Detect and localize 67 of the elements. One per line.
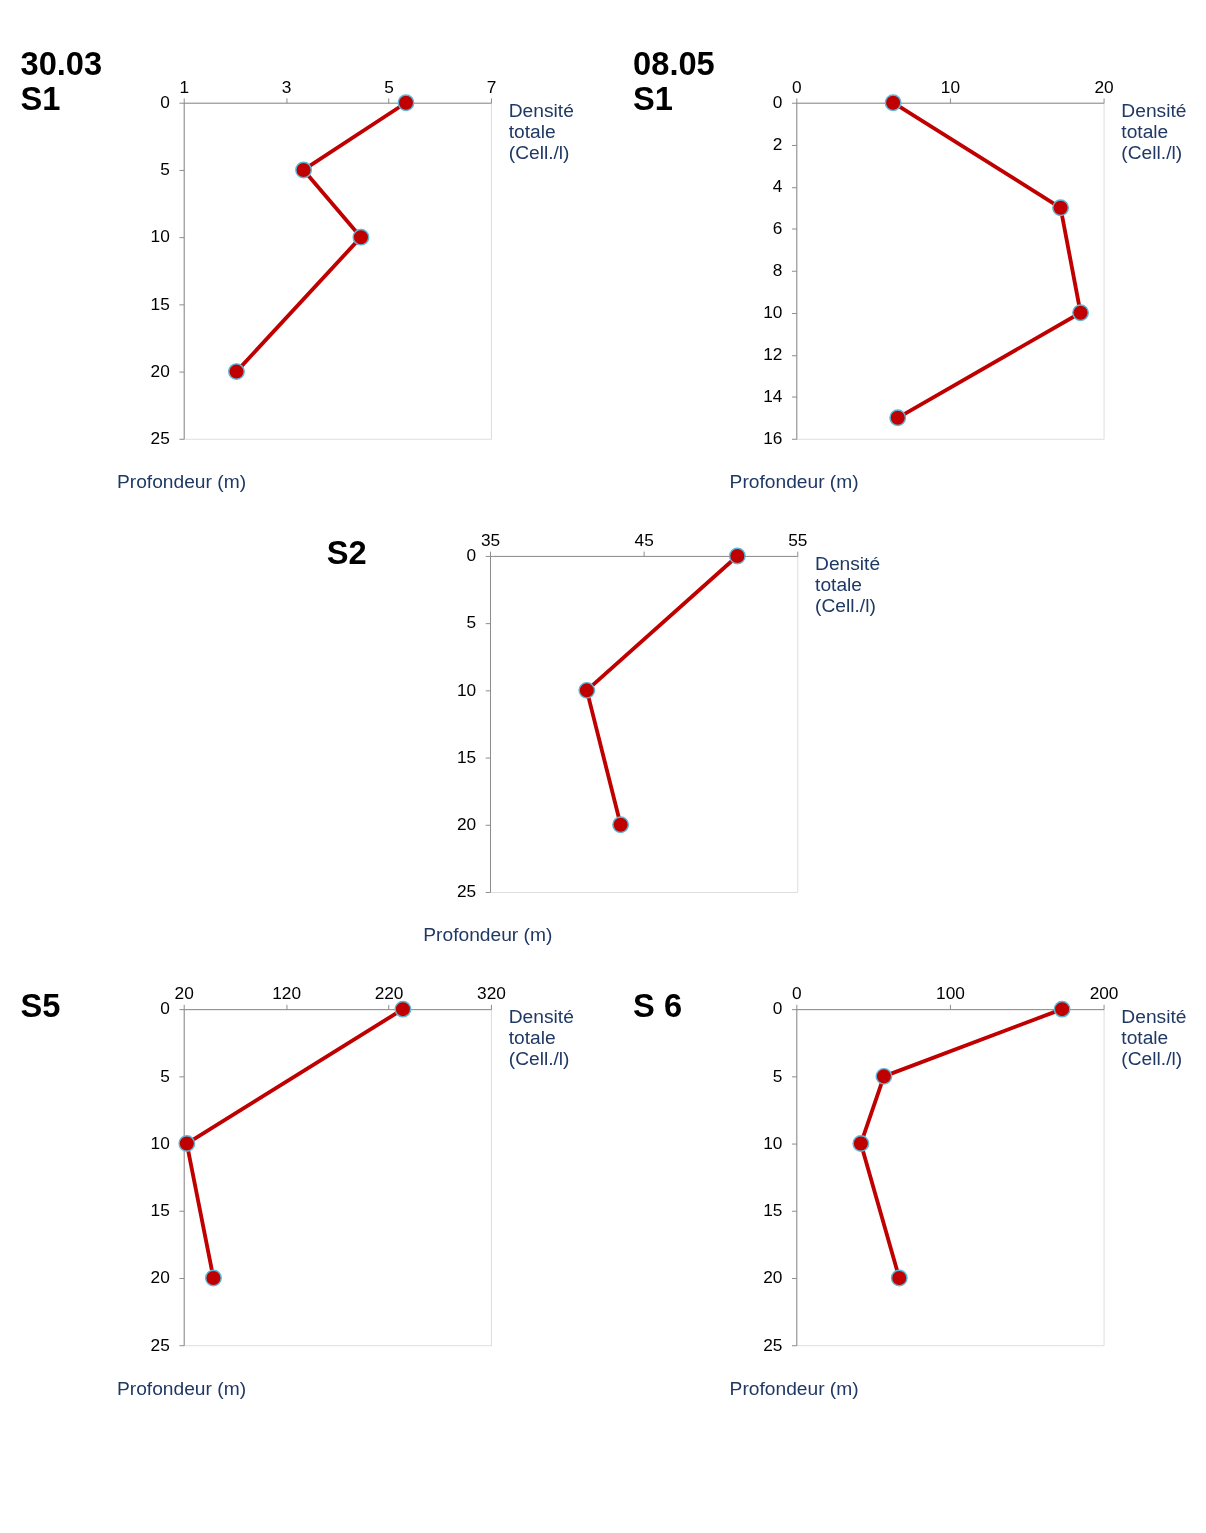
y-tick-label: 25: [763, 1334, 783, 1355]
x-tick-label: 220: [374, 983, 404, 1004]
y-tick-label: 25: [150, 1334, 170, 1355]
y-axis-title: Profondeur (m): [729, 1377, 859, 1399]
y-tick-label: 5: [160, 1065, 170, 1086]
y-tick-label: 15: [150, 293, 170, 314]
x-tick-label: 7: [486, 76, 497, 97]
x-axis-title: Densité totale (Cell./l): [508, 99, 574, 163]
x-tick-label: 100: [936, 983, 965, 1004]
y-tick-label: 8: [772, 260, 783, 281]
y-tick-label: 10: [763, 302, 783, 323]
y-tick-label: 14: [763, 386, 783, 407]
chart-subtitle: S1: [633, 80, 673, 118]
chart-subtitle: S1: [20, 80, 61, 118]
chart-title: S5: [20, 986, 61, 1024]
x-tick-label: 0: [792, 76, 802, 97]
y-tick-label: 20: [150, 1267, 170, 1288]
y-tick-label: 0: [466, 545, 477, 566]
y-tick-label: 6: [772, 218, 783, 239]
y-tick-label: 2: [772, 134, 783, 155]
x-tick-label: 200: [1089, 983, 1119, 1004]
y-tick-label: 0: [772, 92, 783, 113]
y-axis-title: Profondeur (m): [729, 471, 859, 493]
x-tick-label: 20: [174, 983, 194, 1004]
y-axis-title: Profondeur (m): [116, 1377, 247, 1399]
x-axis-title: Densité totale (Cell./l): [1121, 99, 1187, 163]
y-axis-title: Profondeur (m): [116, 471, 247, 493]
y-tick-label: 15: [456, 746, 477, 767]
y-tick-label: 16: [763, 428, 783, 449]
x-tick-label: 3: [281, 76, 292, 97]
x-axis-title: Densité totale (Cell./l): [815, 552, 881, 617]
y-tick-label: 0: [772, 998, 783, 1019]
chart-title: S 6: [633, 986, 683, 1024]
y-tick-label: 12: [763, 344, 783, 365]
y-tick-label: 10: [150, 226, 170, 247]
y-tick-label: 10: [456, 679, 477, 700]
x-axis-title: Densité totale (Cell./l): [1121, 1006, 1187, 1070]
x-tick-label: 5: [384, 76, 394, 97]
x-tick-label: 1: [179, 76, 190, 97]
y-tick-label: 5: [160, 159, 170, 180]
x-tick-label: 120: [272, 983, 302, 1004]
chart-title: 08.05: [633, 44, 715, 82]
y-tick-label: 20: [150, 360, 170, 381]
x-axis-title: Densité totale (Cell./l): [508, 1006, 574, 1070]
x-tick-label: 45: [634, 529, 654, 550]
y-tick-label: 0: [160, 998, 170, 1019]
x-tick-label: 320: [477, 983, 506, 1004]
x-tick-label: 10: [940, 76, 961, 97]
y-tick-label: 25: [456, 881, 477, 902]
y-tick-label: 15: [150, 1200, 170, 1221]
y-tick-label: 10: [763, 1132, 783, 1153]
y-tick-label: 0: [160, 92, 170, 113]
y-tick-label: 4: [772, 176, 783, 197]
chart-title: 30.03: [20, 44, 103, 82]
y-tick-label: 20: [763, 1267, 783, 1288]
y-tick-label: 5: [466, 612, 477, 633]
y-tick-label: 10: [150, 1132, 170, 1153]
x-tick-label: 35: [480, 529, 501, 550]
x-tick-label: 55: [788, 529, 808, 550]
x-tick-label: 0: [792, 983, 802, 1004]
y-tick-label: 5: [772, 1065, 783, 1086]
y-tick-label: 20: [456, 814, 477, 835]
y-tick-label: 15: [763, 1200, 783, 1221]
y-tick-label: 25: [150, 428, 170, 449]
x-tick-label: 20: [1094, 76, 1114, 97]
y-axis-title: Profondeur (m): [423, 924, 553, 946]
chart-title: S2: [326, 533, 367, 571]
